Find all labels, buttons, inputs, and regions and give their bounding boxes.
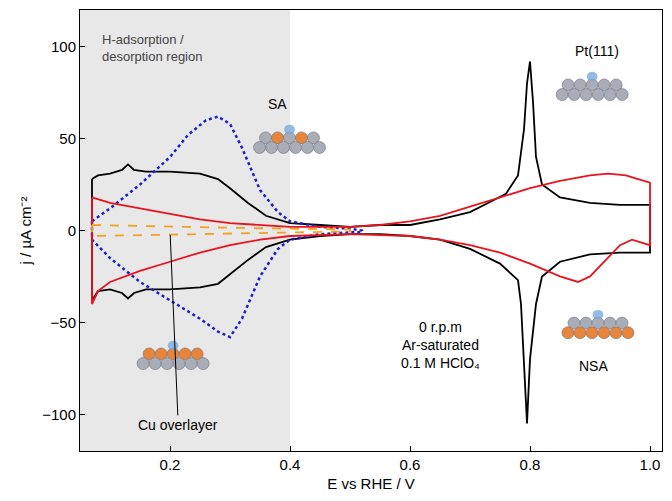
svg-text:0.2: 0.2 (160, 456, 181, 473)
svg-text:E vs RHE / V: E vs RHE / V (327, 475, 415, 492)
svg-text:50: 50 (59, 130, 76, 147)
svg-text:Pt(111): Pt(111) (575, 43, 619, 59)
svg-text:0 r.p.mAr-saturated0.1 M HClO₄: 0 r.p.mAr-saturated0.1 M HClO₄ (401, 319, 480, 371)
svg-text:NSA: NSA (579, 358, 608, 374)
svg-text:−50: −50 (51, 314, 76, 331)
svg-text:j / µA cm⁻²: j / µA cm⁻² (17, 197, 34, 266)
svg-text:0.4: 0.4 (280, 456, 301, 473)
svg-text:H-adsorption /desorption regio: H-adsorption /desorption region (102, 32, 202, 64)
svg-text:0.8: 0.8 (520, 456, 541, 473)
svg-text:SA: SA (268, 96, 287, 112)
svg-text:0: 0 (68, 222, 76, 239)
svg-text:100: 100 (51, 38, 76, 55)
svg-text:1.0: 1.0 (640, 456, 661, 473)
svg-text:0.6: 0.6 (400, 456, 421, 473)
svg-text:Cu overlayer: Cu overlayer (138, 417, 218, 433)
svg-text:−100: −100 (42, 406, 76, 423)
